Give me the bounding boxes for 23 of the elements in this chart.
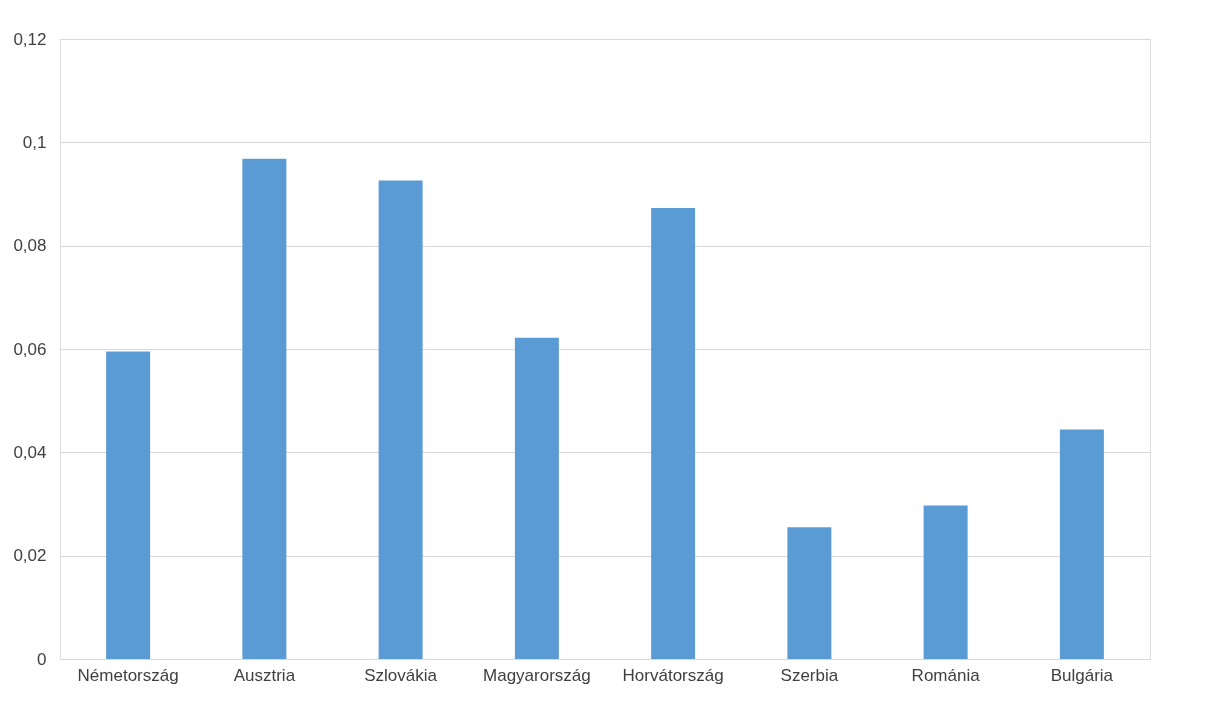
bar (378, 180, 423, 659)
bar (242, 158, 287, 659)
y-tick-label: 0,12 (13, 29, 47, 49)
x-tick-label: Németország (77, 665, 179, 685)
x-tick-label: Szerbia (780, 665, 839, 685)
bar (923, 505, 968, 659)
x-tick-label: Magyarország (483, 665, 591, 685)
bar (651, 207, 696, 659)
x-tick-label: Bulgária (1050, 665, 1114, 685)
bar (1059, 429, 1104, 659)
x-tick-label: Horvátország (622, 665, 724, 685)
x-tick-label: Ausztria (233, 665, 296, 685)
y-tick-label: 0,02 (13, 546, 47, 566)
y-tick-label: 0,06 (13, 339, 47, 359)
bar (106, 351, 151, 659)
bar (787, 527, 832, 659)
bar (514, 337, 559, 659)
y-tick-label: 0,1 (22, 132, 47, 152)
y-tick-label: 0,04 (13, 442, 47, 462)
y-tick-label: 0 (37, 649, 47, 669)
x-tick-label: Románia (911, 665, 981, 685)
y-tick-label: 0,08 (13, 236, 47, 256)
x-tick-label: Szlovákia (364, 665, 438, 685)
